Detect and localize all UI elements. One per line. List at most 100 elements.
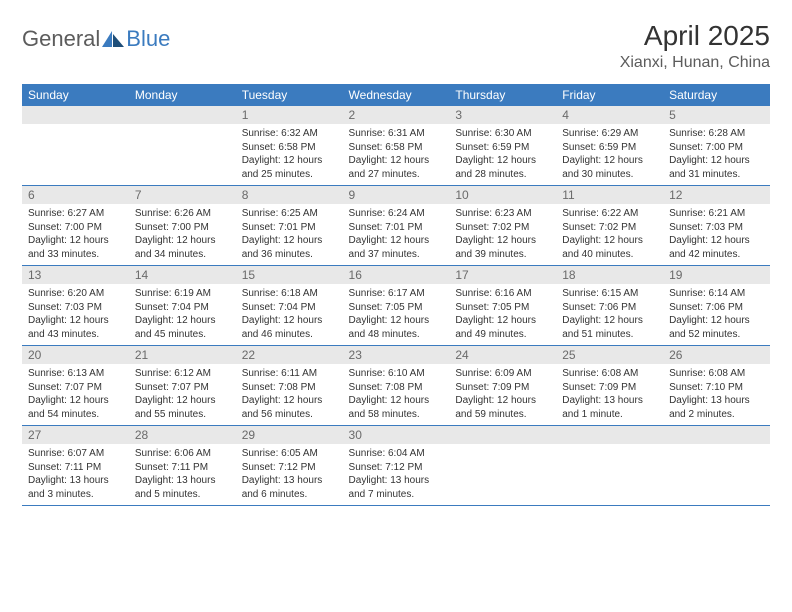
sunrise-text: Sunrise: 6:27 AM bbox=[28, 207, 123, 221]
day-number: 8 bbox=[236, 186, 343, 204]
logo-text-blue: Blue bbox=[126, 26, 170, 52]
day-cell: 19Sunrise: 6:14 AMSunset: 7:06 PMDayligh… bbox=[663, 266, 770, 346]
sunset-text: Sunset: 6:58 PM bbox=[349, 141, 444, 155]
day-number: 4 bbox=[556, 106, 663, 124]
day-details: Sunrise: 6:04 AMSunset: 7:12 PMDaylight:… bbox=[343, 444, 450, 505]
title-block: April 2025 Xianxi, Hunan, China bbox=[620, 20, 770, 72]
sunset-text: Sunset: 7:06 PM bbox=[562, 301, 657, 315]
sunrise-text: Sunrise: 6:29 AM bbox=[562, 127, 657, 141]
day-number: 6 bbox=[22, 186, 129, 204]
daylight-text: Daylight: 13 hours and 7 minutes. bbox=[349, 474, 444, 501]
daylight-text: Daylight: 12 hours and 37 minutes. bbox=[349, 234, 444, 261]
sunrise-text: Sunrise: 6:18 AM bbox=[242, 287, 337, 301]
day-number bbox=[663, 426, 770, 444]
day-details: Sunrise: 6:09 AMSunset: 7:09 PMDaylight:… bbox=[449, 364, 556, 425]
daylight-text: Daylight: 12 hours and 59 minutes. bbox=[455, 394, 550, 421]
day-details: Sunrise: 6:30 AMSunset: 6:59 PMDaylight:… bbox=[449, 124, 556, 185]
sunrise-text: Sunrise: 6:04 AM bbox=[349, 447, 444, 461]
sunrise-text: Sunrise: 6:17 AM bbox=[349, 287, 444, 301]
day-details: Sunrise: 6:23 AMSunset: 7:02 PMDaylight:… bbox=[449, 204, 556, 265]
day-number: 26 bbox=[663, 346, 770, 364]
day-number bbox=[129, 106, 236, 124]
month-title: April 2025 bbox=[620, 20, 770, 52]
sunset-text: Sunset: 7:09 PM bbox=[455, 381, 550, 395]
day-cell: 2Sunrise: 6:31 AMSunset: 6:58 PMDaylight… bbox=[343, 106, 450, 186]
day-details: Sunrise: 6:15 AMSunset: 7:06 PMDaylight:… bbox=[556, 284, 663, 345]
sunrise-text: Sunrise: 6:11 AM bbox=[242, 367, 337, 381]
day-details: Sunrise: 6:29 AMSunset: 6:59 PMDaylight:… bbox=[556, 124, 663, 185]
day-number bbox=[449, 426, 556, 444]
day-number: 12 bbox=[663, 186, 770, 204]
day-details: Sunrise: 6:14 AMSunset: 7:06 PMDaylight:… bbox=[663, 284, 770, 345]
day-details: Sunrise: 6:05 AMSunset: 7:12 PMDaylight:… bbox=[236, 444, 343, 505]
sunrise-text: Sunrise: 6:23 AM bbox=[455, 207, 550, 221]
sunset-text: Sunset: 7:00 PM bbox=[28, 221, 123, 235]
day-number: 1 bbox=[236, 106, 343, 124]
day-cell: 8Sunrise: 6:25 AMSunset: 7:01 PMDaylight… bbox=[236, 186, 343, 266]
sunrise-text: Sunrise: 6:12 AM bbox=[135, 367, 230, 381]
day-number: 10 bbox=[449, 186, 556, 204]
daylight-text: Daylight: 13 hours and 2 minutes. bbox=[669, 394, 764, 421]
day-details: Sunrise: 6:20 AMSunset: 7:03 PMDaylight:… bbox=[22, 284, 129, 345]
daylight-text: Daylight: 12 hours and 52 minutes. bbox=[669, 314, 764, 341]
sunrise-text: Sunrise: 6:32 AM bbox=[242, 127, 337, 141]
day-details: Sunrise: 6:06 AMSunset: 7:11 PMDaylight:… bbox=[129, 444, 236, 505]
sunset-text: Sunset: 6:59 PM bbox=[562, 141, 657, 155]
day-number: 25 bbox=[556, 346, 663, 364]
day-header-thursday: Thursday bbox=[449, 84, 556, 106]
day-cell: 30Sunrise: 6:04 AMSunset: 7:12 PMDayligh… bbox=[343, 426, 450, 506]
day-details: Sunrise: 6:22 AMSunset: 7:02 PMDaylight:… bbox=[556, 204, 663, 265]
day-header-saturday: Saturday bbox=[663, 84, 770, 106]
sunset-text: Sunset: 7:11 PM bbox=[135, 461, 230, 475]
day-number: 28 bbox=[129, 426, 236, 444]
day-number: 2 bbox=[343, 106, 450, 124]
day-cell: 15Sunrise: 6:18 AMSunset: 7:04 PMDayligh… bbox=[236, 266, 343, 346]
sunset-text: Sunset: 7:01 PM bbox=[242, 221, 337, 235]
sunrise-text: Sunrise: 6:16 AM bbox=[455, 287, 550, 301]
daylight-text: Daylight: 13 hours and 1 minute. bbox=[562, 394, 657, 421]
daylight-text: Daylight: 13 hours and 3 minutes. bbox=[28, 474, 123, 501]
day-number: 22 bbox=[236, 346, 343, 364]
daylight-text: Daylight: 12 hours and 36 minutes. bbox=[242, 234, 337, 261]
day-cell: 5Sunrise: 6:28 AMSunset: 7:00 PMDaylight… bbox=[663, 106, 770, 186]
day-cell: 24Sunrise: 6:09 AMSunset: 7:09 PMDayligh… bbox=[449, 346, 556, 426]
day-cell: 6Sunrise: 6:27 AMSunset: 7:00 PMDaylight… bbox=[22, 186, 129, 266]
sunset-text: Sunset: 7:02 PM bbox=[562, 221, 657, 235]
daylight-text: Daylight: 13 hours and 5 minutes. bbox=[135, 474, 230, 501]
day-number: 16 bbox=[343, 266, 450, 284]
day-details: Sunrise: 6:25 AMSunset: 7:01 PMDaylight:… bbox=[236, 204, 343, 265]
day-cell: 16Sunrise: 6:17 AMSunset: 7:05 PMDayligh… bbox=[343, 266, 450, 346]
sunrise-text: Sunrise: 6:08 AM bbox=[669, 367, 764, 381]
sunrise-text: Sunrise: 6:14 AM bbox=[669, 287, 764, 301]
daylight-text: Daylight: 12 hours and 27 minutes. bbox=[349, 154, 444, 181]
day-cell: 4Sunrise: 6:29 AMSunset: 6:59 PMDaylight… bbox=[556, 106, 663, 186]
calendar-body: 1Sunrise: 6:32 AMSunset: 6:58 PMDaylight… bbox=[22, 106, 770, 506]
daylight-text: Daylight: 12 hours and 48 minutes. bbox=[349, 314, 444, 341]
sunrise-text: Sunrise: 6:15 AM bbox=[562, 287, 657, 301]
sunset-text: Sunset: 7:12 PM bbox=[242, 461, 337, 475]
day-details: Sunrise: 6:08 AMSunset: 7:10 PMDaylight:… bbox=[663, 364, 770, 425]
sunset-text: Sunset: 7:04 PM bbox=[242, 301, 337, 315]
day-cell: 20Sunrise: 6:13 AMSunset: 7:07 PMDayligh… bbox=[22, 346, 129, 426]
sunrise-text: Sunrise: 6:19 AM bbox=[135, 287, 230, 301]
sunset-text: Sunset: 7:11 PM bbox=[28, 461, 123, 475]
sunset-text: Sunset: 7:07 PM bbox=[135, 381, 230, 395]
sunset-text: Sunset: 7:03 PM bbox=[669, 221, 764, 235]
week-row: 20Sunrise: 6:13 AMSunset: 7:07 PMDayligh… bbox=[22, 346, 770, 426]
daylight-text: Daylight: 12 hours and 28 minutes. bbox=[455, 154, 550, 181]
day-number: 30 bbox=[343, 426, 450, 444]
day-number: 27 bbox=[22, 426, 129, 444]
day-details: Sunrise: 6:19 AMSunset: 7:04 PMDaylight:… bbox=[129, 284, 236, 345]
daylight-text: Daylight: 12 hours and 31 minutes. bbox=[669, 154, 764, 181]
sunset-text: Sunset: 7:00 PM bbox=[669, 141, 764, 155]
daylight-text: Daylight: 12 hours and 51 minutes. bbox=[562, 314, 657, 341]
day-details: Sunrise: 6:13 AMSunset: 7:07 PMDaylight:… bbox=[22, 364, 129, 425]
sunset-text: Sunset: 6:59 PM bbox=[455, 141, 550, 155]
sunset-text: Sunset: 7:12 PM bbox=[349, 461, 444, 475]
day-details: Sunrise: 6:08 AMSunset: 7:09 PMDaylight:… bbox=[556, 364, 663, 425]
day-cell bbox=[556, 426, 663, 506]
sunset-text: Sunset: 7:09 PM bbox=[562, 381, 657, 395]
day-details: Sunrise: 6:12 AMSunset: 7:07 PMDaylight:… bbox=[129, 364, 236, 425]
daylight-text: Daylight: 12 hours and 42 minutes. bbox=[669, 234, 764, 261]
sunrise-text: Sunrise: 6:06 AM bbox=[135, 447, 230, 461]
